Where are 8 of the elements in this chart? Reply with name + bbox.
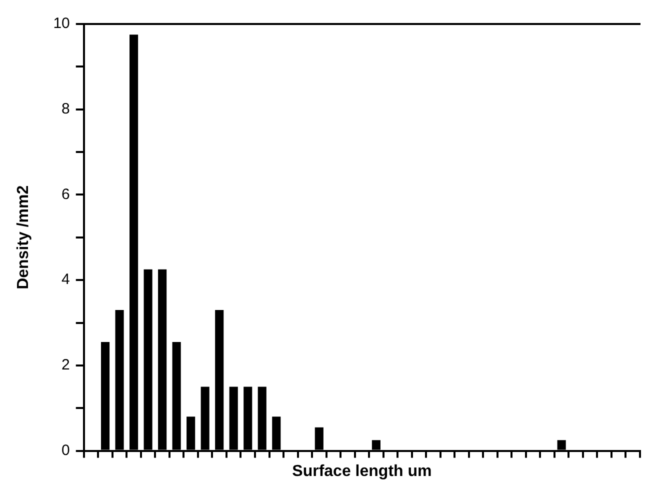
y-tick-label: 8 [62, 100, 70, 118]
y-tick-label: 6 [62, 186, 70, 203]
y-tick-label: 10 [53, 15, 70, 32]
y-axis-title: Density /mm2 [15, 185, 32, 290]
y-tick-label: 2 [62, 356, 70, 374]
x-axis-title: Surface length um [292, 462, 432, 480]
y-tick-label: 0 [62, 442, 70, 459]
y-tick-label: 4 [62, 271, 70, 288]
